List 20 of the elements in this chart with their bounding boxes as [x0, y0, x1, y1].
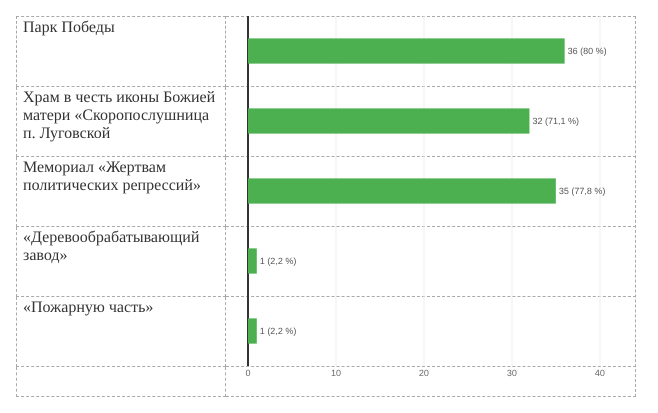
bar: [248, 178, 556, 204]
bar: [248, 38, 565, 64]
table-cell: «Деревообрабатывающий завод»: [16, 226, 226, 296]
bar: [248, 248, 257, 274]
table-cell: «Пожарную часть»: [16, 296, 226, 366]
table-cell: Мемориал «Жертвам политических репрессий»: [16, 156, 226, 226]
x-tick-label: 10: [330, 368, 341, 378]
data-label: 1 (2,2 %): [260, 256, 296, 266]
table-cell: Храм в честь иконы Божией матери «Скоропослушница п. Луговской: [16, 86, 226, 156]
bar: [248, 108, 530, 134]
table-cell: Парк Победы: [16, 16, 226, 86]
x-tick-label: 20: [418, 368, 429, 378]
data-label: 35 (77,8 %): [558, 186, 606, 196]
x-tick-label: 0: [245, 368, 251, 378]
data-label: 32 (71,1 %): [532, 116, 579, 126]
x-tick-label: 30: [506, 368, 517, 378]
x-tick-label: 40: [594, 368, 605, 378]
bar: [248, 318, 257, 344]
data-label: 1 (2,2 %): [260, 326, 296, 336]
data-label: 36 (80 %): [568, 46, 607, 56]
